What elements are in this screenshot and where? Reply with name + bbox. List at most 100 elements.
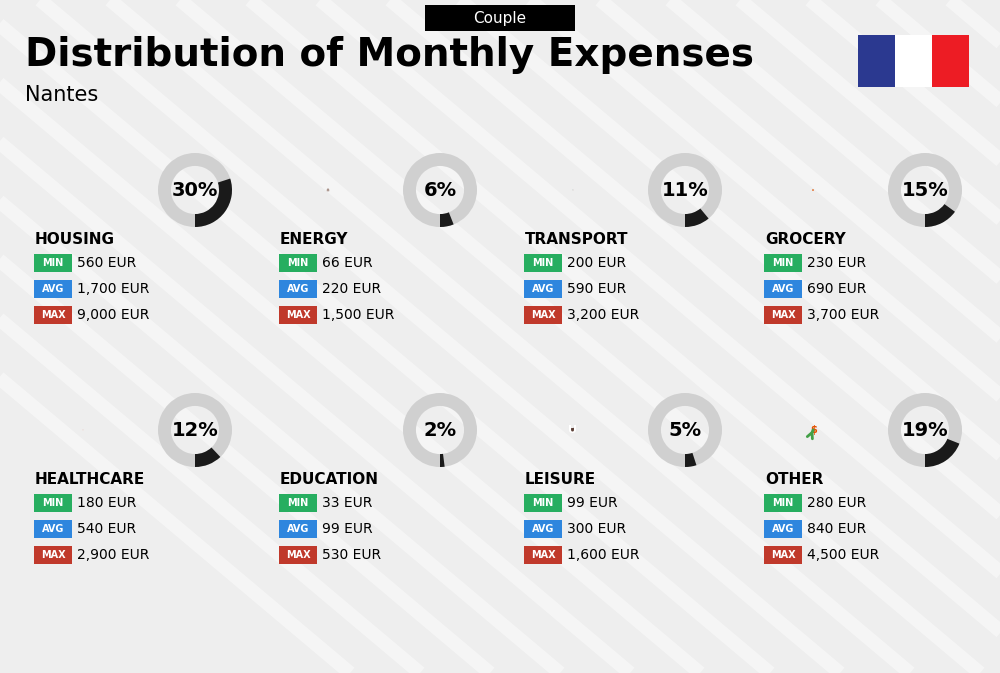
FancyBboxPatch shape xyxy=(764,306,802,324)
Text: AVG: AVG xyxy=(532,524,554,534)
Text: 11%: 11% xyxy=(662,180,708,199)
FancyBboxPatch shape xyxy=(34,520,72,538)
FancyBboxPatch shape xyxy=(524,494,562,512)
Text: MIN: MIN xyxy=(772,258,794,268)
Wedge shape xyxy=(925,204,955,227)
Text: 99 EUR: 99 EUR xyxy=(567,496,618,510)
FancyBboxPatch shape xyxy=(764,546,802,564)
Wedge shape xyxy=(403,393,477,467)
Text: 5%: 5% xyxy=(668,421,702,439)
Wedge shape xyxy=(158,153,232,227)
FancyBboxPatch shape xyxy=(34,494,72,512)
FancyBboxPatch shape xyxy=(524,254,562,272)
Text: MAX: MAX xyxy=(531,310,555,320)
Text: Distribution of Monthly Expenses: Distribution of Monthly Expenses xyxy=(25,36,754,74)
Text: MIN: MIN xyxy=(532,498,554,508)
Text: 1,600 EUR: 1,600 EUR xyxy=(567,548,640,562)
Wedge shape xyxy=(925,439,959,467)
Text: 220 EUR: 220 EUR xyxy=(322,282,381,296)
Text: EDUCATION: EDUCATION xyxy=(280,472,379,487)
Text: OTHER: OTHER xyxy=(765,472,823,487)
Text: Couple: Couple xyxy=(473,11,527,26)
Text: 1,700 EUR: 1,700 EUR xyxy=(77,282,149,296)
FancyBboxPatch shape xyxy=(34,546,72,564)
Text: 530 EUR: 530 EUR xyxy=(322,548,381,562)
FancyBboxPatch shape xyxy=(279,280,317,298)
Text: GROCERY: GROCERY xyxy=(765,232,846,248)
Text: $: $ xyxy=(810,425,817,435)
Text: 15%: 15% xyxy=(902,180,948,199)
Text: 300 EUR: 300 EUR xyxy=(567,522,626,536)
Text: 3,200 EUR: 3,200 EUR xyxy=(567,308,639,322)
Text: ENERGY: ENERGY xyxy=(280,232,349,248)
Text: 99 EUR: 99 EUR xyxy=(322,522,373,536)
Wedge shape xyxy=(440,213,454,227)
Wedge shape xyxy=(195,178,232,227)
FancyBboxPatch shape xyxy=(279,494,317,512)
Text: TRANSPORT: TRANSPORT xyxy=(525,232,629,248)
Text: 3,700 EUR: 3,700 EUR xyxy=(807,308,879,322)
Text: 560 EUR: 560 EUR xyxy=(77,256,136,270)
Text: U: U xyxy=(568,425,577,435)
Text: 230 EUR: 230 EUR xyxy=(807,256,866,270)
Text: 540 EUR: 540 EUR xyxy=(77,522,136,536)
Text: 19%: 19% xyxy=(902,421,948,439)
Text: 30%: 30% xyxy=(172,180,218,199)
FancyBboxPatch shape xyxy=(279,546,317,564)
Text: MIN: MIN xyxy=(532,258,554,268)
FancyBboxPatch shape xyxy=(764,254,802,272)
Text: 12%: 12% xyxy=(172,421,218,439)
Text: AVG: AVG xyxy=(532,284,554,294)
Wedge shape xyxy=(888,393,962,467)
Text: MIN: MIN xyxy=(42,498,64,508)
Text: Nantes: Nantes xyxy=(25,85,98,105)
Text: 66 EUR: 66 EUR xyxy=(322,256,373,270)
Text: 2%: 2% xyxy=(423,421,457,439)
FancyBboxPatch shape xyxy=(524,546,562,564)
Text: AVG: AVG xyxy=(772,524,794,534)
Text: MIN: MIN xyxy=(287,258,309,268)
Text: 2,900 EUR: 2,900 EUR xyxy=(77,548,149,562)
Text: 1,500 EUR: 1,500 EUR xyxy=(322,308,394,322)
Wedge shape xyxy=(648,153,722,227)
Text: AVG: AVG xyxy=(287,284,309,294)
FancyBboxPatch shape xyxy=(932,35,969,87)
FancyBboxPatch shape xyxy=(279,306,317,324)
Text: AVG: AVG xyxy=(42,524,64,534)
FancyBboxPatch shape xyxy=(764,520,802,538)
Text: MAX: MAX xyxy=(531,550,555,560)
Wedge shape xyxy=(195,448,220,467)
Text: 4,500 EUR: 4,500 EUR xyxy=(807,548,879,562)
Text: 200 EUR: 200 EUR xyxy=(567,256,626,270)
FancyBboxPatch shape xyxy=(279,520,317,538)
Text: HEALTHCARE: HEALTHCARE xyxy=(35,472,145,487)
FancyBboxPatch shape xyxy=(764,494,802,512)
Wedge shape xyxy=(440,454,445,467)
Wedge shape xyxy=(685,209,709,227)
FancyBboxPatch shape xyxy=(524,520,562,538)
Wedge shape xyxy=(403,153,477,227)
Text: HOUSING: HOUSING xyxy=(35,232,115,248)
FancyBboxPatch shape xyxy=(858,35,895,87)
Wedge shape xyxy=(685,453,696,467)
FancyBboxPatch shape xyxy=(524,280,562,298)
Text: 840 EUR: 840 EUR xyxy=(807,522,866,536)
Wedge shape xyxy=(158,393,232,467)
Text: LEISURE: LEISURE xyxy=(525,472,596,487)
Text: MAX: MAX xyxy=(286,550,310,560)
Text: AVG: AVG xyxy=(42,284,64,294)
Text: AVG: AVG xyxy=(287,524,309,534)
Text: AVG: AVG xyxy=(772,284,794,294)
FancyBboxPatch shape xyxy=(764,280,802,298)
Text: MAX: MAX xyxy=(771,550,795,560)
Text: 180 EUR: 180 EUR xyxy=(77,496,136,510)
Text: 280 EUR: 280 EUR xyxy=(807,496,866,510)
Text: MAX: MAX xyxy=(771,310,795,320)
Text: 6%: 6% xyxy=(423,180,457,199)
Text: MAX: MAX xyxy=(286,310,310,320)
Text: 33 EUR: 33 EUR xyxy=(322,496,372,510)
Text: MAX: MAX xyxy=(41,310,65,320)
FancyBboxPatch shape xyxy=(895,35,932,87)
Text: 690 EUR: 690 EUR xyxy=(807,282,866,296)
FancyBboxPatch shape xyxy=(425,5,575,31)
